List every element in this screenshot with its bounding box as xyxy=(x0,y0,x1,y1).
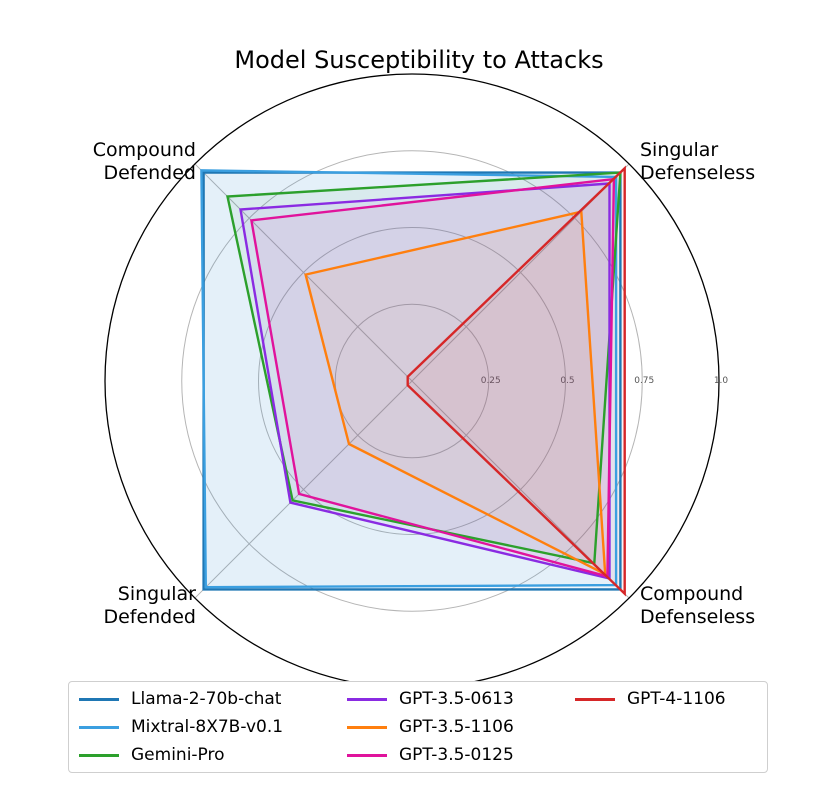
legend-label: GPT-3.5-0613 xyxy=(399,689,514,709)
series-fill-6 xyxy=(407,168,625,594)
grid-ring-2 xyxy=(181,150,643,612)
legend-swatch xyxy=(347,725,387,729)
legend-swatch xyxy=(79,697,119,701)
legend-item: Gemini-Pro xyxy=(79,744,225,766)
r-tick-label: 1.0 xyxy=(714,376,729,386)
legend-swatch xyxy=(347,697,387,701)
legend-swatch xyxy=(79,725,119,729)
r-tick-label: 0.5 xyxy=(560,376,574,386)
legend-item: GPT-3.5-0125 xyxy=(347,744,514,766)
series-line-5 xyxy=(249,177,616,578)
axis-labels: Singular Defenseless Compound Defended Singu… xyxy=(93,139,755,628)
series-fill-5 xyxy=(251,179,614,577)
series-line-2 xyxy=(226,171,622,565)
legend-item: GPT-4-1106 xyxy=(575,688,726,710)
axis-label-1: Compound Defended xyxy=(93,139,196,184)
legend-swatch xyxy=(575,697,615,701)
legend-label: Mixtral-8X7B-v0.1 xyxy=(131,717,284,737)
axis-label-0: Singular Defenseless xyxy=(640,139,755,184)
legend-label: GPT-3.5-1106 xyxy=(399,717,514,737)
series-fill-4 xyxy=(305,211,606,575)
series-line-6 xyxy=(406,165,626,597)
series-line-1 xyxy=(200,169,618,589)
grid-ring-0 xyxy=(334,303,490,459)
r-tick-label: 0.25 xyxy=(481,376,501,386)
legend-item: Llama-2-70b-chat xyxy=(79,688,281,710)
legend-item: GPT-3.5-0613 xyxy=(347,688,514,710)
legend-label: Gemini-Pro xyxy=(131,745,225,765)
legend-swatch xyxy=(79,753,119,757)
legend-item: Mixtral-8X7B-v0.1 xyxy=(79,716,283,738)
r-tick-label: 0.75 xyxy=(634,376,654,386)
series-fill-0 xyxy=(203,172,621,590)
grid-ring-1 xyxy=(258,227,566,535)
legend-item: GPT-3.5-1106 xyxy=(347,716,514,738)
axis-label-2: Singular Defended xyxy=(103,583,196,628)
series-fills xyxy=(201,168,625,594)
series-fill-3 xyxy=(240,183,610,579)
series-lines xyxy=(200,165,626,597)
chart-title: Model Susceptibility to Attacks xyxy=(234,46,603,74)
legend-label: GPT-4-1106 xyxy=(627,689,726,709)
legend-label: Llama-2-70b-chat xyxy=(131,689,282,709)
legend: Llama-2-70b-chat Mixtral-8X7B-v0.1 Gemini-… xyxy=(68,681,768,773)
series-line-4 xyxy=(304,210,607,577)
legend-swatch xyxy=(347,753,387,757)
legend-label: GPT-3.5-0125 xyxy=(399,745,514,765)
axis-label-3: Compound Defenseless xyxy=(640,583,755,628)
